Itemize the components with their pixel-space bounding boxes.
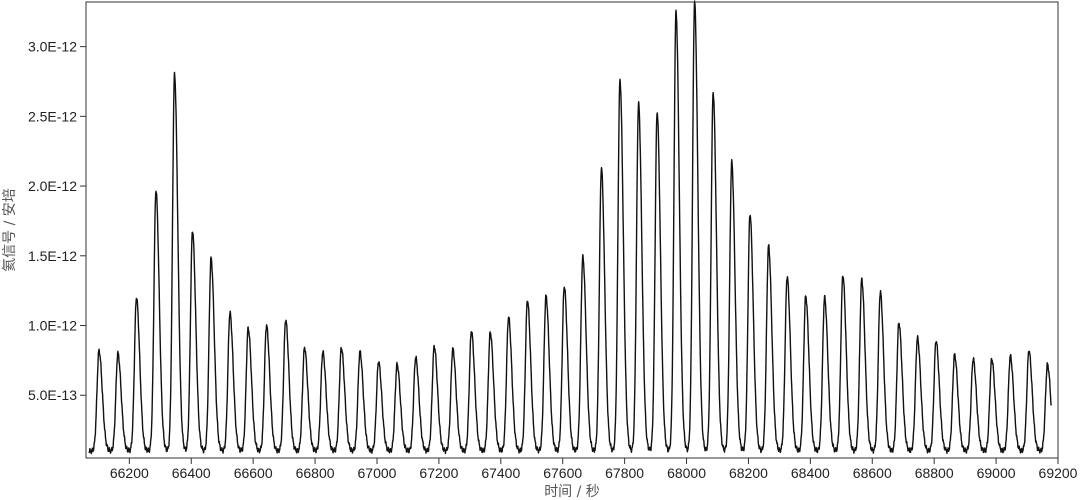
y-tick-label: 3.0E-12 xyxy=(28,39,77,55)
x-tick-label: 66400 xyxy=(172,465,211,481)
y-tick-label: 2.5E-12 xyxy=(28,108,77,124)
plot-frame xyxy=(85,1,1059,459)
x-axis-title: 时间 / 秒 xyxy=(544,484,600,500)
x-tick-label: 67000 xyxy=(358,465,397,481)
x-tick-label: 68600 xyxy=(853,465,892,481)
x-tick-label: 66800 xyxy=(296,465,335,481)
x-tick-label: 68000 xyxy=(667,465,706,481)
y-tick-label: 1.5E-12 xyxy=(28,248,77,264)
x-tick-label: 66200 xyxy=(110,465,149,481)
x-tick-label: 67400 xyxy=(481,465,520,481)
y-tick-label: 5.0E-13 xyxy=(28,387,77,403)
x-tick-label: 68800 xyxy=(915,465,954,481)
x-tick-label: 67200 xyxy=(419,465,458,481)
x-tick-label: 66600 xyxy=(234,465,273,481)
x-tick-label: 69200 xyxy=(1039,465,1078,481)
x-tick-label: 67800 xyxy=(605,465,644,481)
y-tick-label: 1.0E-12 xyxy=(28,318,77,334)
x-tick-label: 68200 xyxy=(729,465,768,481)
y-axis-title: 氦信号 / 安培 xyxy=(2,188,18,272)
y-tick-label: 2.0E-12 xyxy=(28,178,77,194)
signal-series-line xyxy=(88,0,1052,455)
x-tick-label: 68400 xyxy=(791,465,830,481)
x-axis-ticks: 66200 66400 66600 66800 67000 67200 67400 67600… xyxy=(110,458,1078,481)
x-tick-label: 67600 xyxy=(543,465,582,481)
y-axis-ticks: 5.0E-13 1.0E-12 1.5E-12 2.0E-12 2.5E-12 3.0E-… xyxy=(28,39,86,403)
x-tick-label: 69000 xyxy=(977,465,1016,481)
